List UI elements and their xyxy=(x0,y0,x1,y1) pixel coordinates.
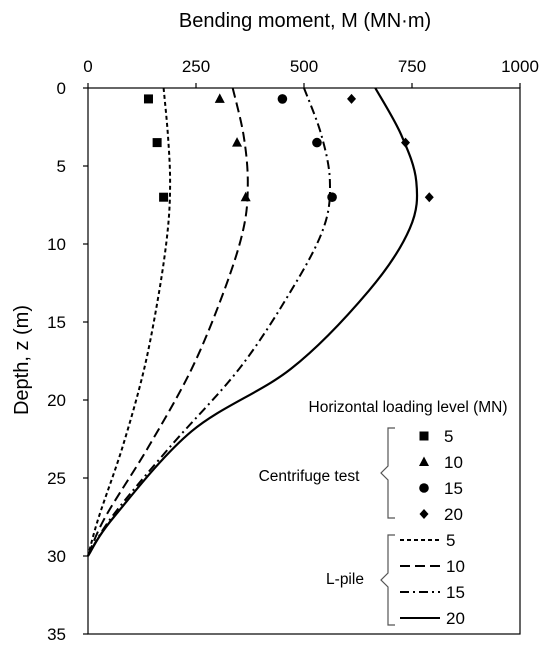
legend-title: Horizontal loading level (MN) xyxy=(309,399,508,416)
legend-label: 5 xyxy=(444,427,453,446)
legend-label: 15 xyxy=(446,583,465,602)
centrifuge-point-10 xyxy=(232,137,243,147)
x-tick-label: 750 xyxy=(398,57,426,76)
x-tick-label: 0 xyxy=(83,57,92,76)
legend-label: 20 xyxy=(444,505,463,524)
legend-group-label: L-pile xyxy=(326,571,364,588)
y-tick-label: 0 xyxy=(57,79,66,98)
x-tick-label: 500 xyxy=(290,57,318,76)
legend-marker-15 xyxy=(419,483,429,493)
y-tick-label: 10 xyxy=(47,235,66,254)
plot-frame xyxy=(87,87,521,635)
x-tick-label: 250 xyxy=(182,57,210,76)
y-tick-label: 20 xyxy=(47,391,66,410)
y-tick-label: 30 xyxy=(47,547,66,566)
y-axis: 0 5 10 15 20 25 30 35 xyxy=(47,79,88,644)
l-pile-line-5 xyxy=(87,87,172,557)
legend-label: 10 xyxy=(444,453,463,472)
centrifuge-markers xyxy=(143,93,434,203)
centrifuge-point-10 xyxy=(214,93,225,103)
legend-bracket xyxy=(380,427,395,519)
legend-marker-20 xyxy=(419,509,429,519)
legend-bracket xyxy=(380,534,395,626)
legend-marker-10 xyxy=(419,456,429,466)
centrifuge-point-5 xyxy=(143,94,153,104)
centrifuge-point-15 xyxy=(277,94,288,104)
y-tick-label: 35 xyxy=(47,625,66,644)
y-tick-label: 15 xyxy=(47,313,66,332)
centrifuge-point-15 xyxy=(327,192,337,202)
legend: Horizontal loading level (MN) Centrifuge… xyxy=(259,399,508,628)
legend-group-label: Centrifuge test xyxy=(259,468,360,485)
y-axis-title: Depth, z (m) xyxy=(11,305,33,415)
centrifuge-point-5 xyxy=(152,138,162,148)
legend-label: 10 xyxy=(446,557,465,576)
centrifuge-point-15 xyxy=(312,137,322,148)
l-pile-line-15 xyxy=(87,87,332,557)
centrifuge-point-20 xyxy=(401,137,411,148)
l-pile-line-10 xyxy=(87,87,249,557)
legend-label: 20 xyxy=(446,609,465,628)
y-tick-label: 5 xyxy=(57,157,66,176)
legend-label: 15 xyxy=(444,479,463,498)
centrifuge-point-10 xyxy=(240,191,251,202)
l-pile-curves xyxy=(87,87,419,557)
l-pile-line-20 xyxy=(87,87,419,557)
centrifuge-point-20 xyxy=(347,93,357,104)
legend-label: 5 xyxy=(446,531,455,550)
legend-marker-5 xyxy=(419,431,429,441)
x-axis: 0 250 500 750 1000 xyxy=(83,57,539,88)
x-axis-title: Bending moment, M (MN·m) xyxy=(179,10,431,32)
y-tick-label: 25 xyxy=(47,469,66,488)
x-tick-label: 1000 xyxy=(501,57,539,76)
centrifuge-point-20 xyxy=(424,192,434,203)
centrifuge-point-5 xyxy=(159,192,169,202)
